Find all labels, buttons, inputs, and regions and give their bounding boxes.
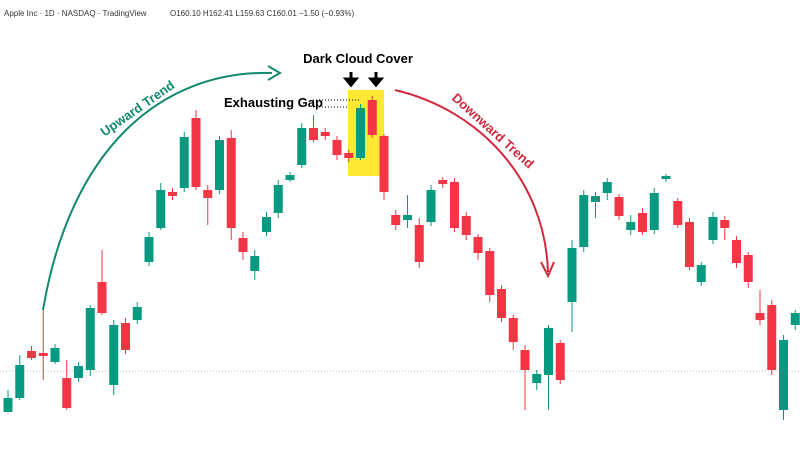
candle-body: [485, 251, 495, 295]
candle-body: [285, 175, 295, 180]
symbol: Apple Inc · 1D · NASDAQ · TradingView: [4, 9, 147, 18]
arrowhead: [267, 65, 282, 81]
candle-body: [649, 193, 659, 230]
candle-body: [85, 308, 95, 370]
candle-body: [685, 222, 694, 267]
candle-body: [732, 240, 741, 263]
candle-body: [438, 180, 448, 184]
candle-body: [391, 215, 401, 225]
up-trend-curve: [42, 71, 273, 311]
chart-title: Dark Cloud Cover: [303, 51, 413, 66]
candle-body: [602, 182, 612, 193]
candle-body: [626, 222, 636, 230]
arrowhead: [540, 261, 555, 279]
candle-body: [708, 217, 718, 240]
candle-body: [508, 318, 518, 342]
candle-body: [191, 118, 201, 187]
candle-body: [579, 195, 589, 247]
candle-body: [27, 351, 36, 358]
candle-body: [414, 225, 424, 262]
candle-body: [262, 217, 271, 232]
candle-body: [473, 237, 483, 253]
candle-body: [367, 100, 377, 135]
candle-body: [767, 305, 777, 370]
candle-body: [755, 313, 765, 320]
candle-body: [156, 190, 166, 228]
candle-body: [450, 182, 459, 228]
candle-body: [403, 215, 412, 220]
candle-body: [638, 213, 647, 232]
candle-body: [426, 190, 436, 222]
candle-body: [743, 255, 753, 282]
candle-body: [320, 132, 330, 136]
candle-body: [332, 140, 342, 155]
candle-body: [297, 128, 307, 165]
candle-body: [661, 176, 671, 179]
candle-body: [97, 282, 107, 313]
candle-body: [790, 313, 800, 325]
candle-body: [226, 138, 236, 228]
candle-body: [591, 196, 600, 202]
candles: [3, 96, 800, 420]
ohlc-readout: O160.10 H162.41 L159.63 C160.01 −1.50 (−…: [170, 9, 354, 18]
candle-body: [461, 216, 471, 235]
candle-body: [779, 340, 788, 410]
candle-body: [74, 366, 83, 378]
candle-body: [720, 220, 730, 228]
candle-body: [567, 248, 577, 302]
candle-body: [520, 350, 530, 370]
candle-body: [132, 307, 142, 320]
candle-body: [109, 325, 119, 385]
candle-body: [356, 108, 365, 158]
down-trend-curve: [394, 89, 549, 273]
candle-body: [3, 398, 13, 412]
candle-body: [344, 153, 354, 158]
candle-body: [673, 201, 683, 225]
candle-body: [50, 348, 60, 362]
candle-body: [144, 237, 154, 262]
candle-body: [215, 140, 224, 190]
candle-body: [168, 192, 177, 196]
candle-body: [273, 185, 283, 213]
arrows-down: [342, 72, 385, 88]
candle-body: [555, 343, 565, 380]
candle-body: [696, 265, 706, 282]
candle-body: [38, 353, 48, 356]
candle-body: [379, 136, 389, 192]
candle-body: [309, 128, 318, 140]
annotation: Exhausting Gap: [224, 95, 323, 110]
candle-body: [203, 190, 213, 198]
highlight-box: [348, 90, 384, 176]
candle-body: [179, 137, 189, 188]
candle-body: [121, 323, 130, 350]
candle-body: [250, 256, 260, 271]
candle-body: [497, 289, 506, 318]
candle-body: [238, 238, 248, 252]
gap-lines: [313, 99, 360, 108]
candle-body: [15, 365, 25, 398]
candle-body: [532, 374, 542, 383]
candle-body: [614, 197, 624, 216]
candle-body: [544, 328, 553, 375]
candle-body: [62, 378, 72, 408]
